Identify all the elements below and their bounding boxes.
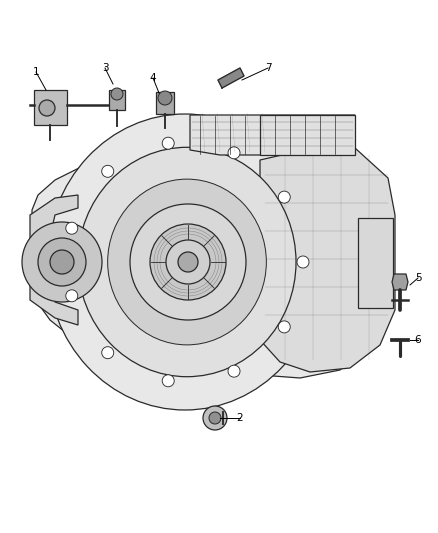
Ellipse shape [108, 179, 266, 345]
Circle shape [228, 147, 240, 159]
Polygon shape [190, 115, 355, 155]
Circle shape [66, 222, 78, 234]
Circle shape [50, 250, 74, 274]
Circle shape [162, 137, 174, 149]
Circle shape [158, 91, 172, 105]
Text: 2: 2 [237, 413, 244, 423]
Polygon shape [260, 148, 395, 372]
Ellipse shape [78, 147, 296, 377]
Circle shape [278, 191, 290, 203]
Circle shape [22, 222, 102, 302]
Text: 3: 3 [102, 63, 108, 73]
Circle shape [102, 346, 114, 359]
Circle shape [166, 240, 210, 284]
Circle shape [150, 224, 226, 300]
Circle shape [130, 204, 246, 320]
Circle shape [203, 406, 227, 430]
Ellipse shape [47, 114, 323, 410]
Text: 1: 1 [33, 67, 39, 77]
Text: 4: 4 [150, 73, 156, 83]
Polygon shape [392, 274, 408, 290]
Polygon shape [34, 90, 67, 125]
Text: 7: 7 [265, 63, 271, 73]
Circle shape [228, 365, 240, 377]
Circle shape [162, 375, 174, 387]
Circle shape [111, 88, 123, 100]
Circle shape [39, 100, 55, 116]
Polygon shape [30, 195, 78, 325]
Polygon shape [32, 158, 392, 378]
Polygon shape [260, 115, 355, 155]
Text: 6: 6 [415, 335, 421, 345]
Circle shape [209, 412, 221, 424]
Polygon shape [156, 92, 174, 114]
Polygon shape [218, 68, 244, 88]
Polygon shape [109, 90, 125, 110]
Text: 5: 5 [415, 273, 421, 283]
Circle shape [102, 165, 114, 177]
Circle shape [297, 256, 309, 268]
Circle shape [178, 252, 198, 272]
Circle shape [278, 321, 290, 333]
Circle shape [66, 290, 78, 302]
Circle shape [38, 238, 86, 286]
Polygon shape [358, 218, 393, 308]
